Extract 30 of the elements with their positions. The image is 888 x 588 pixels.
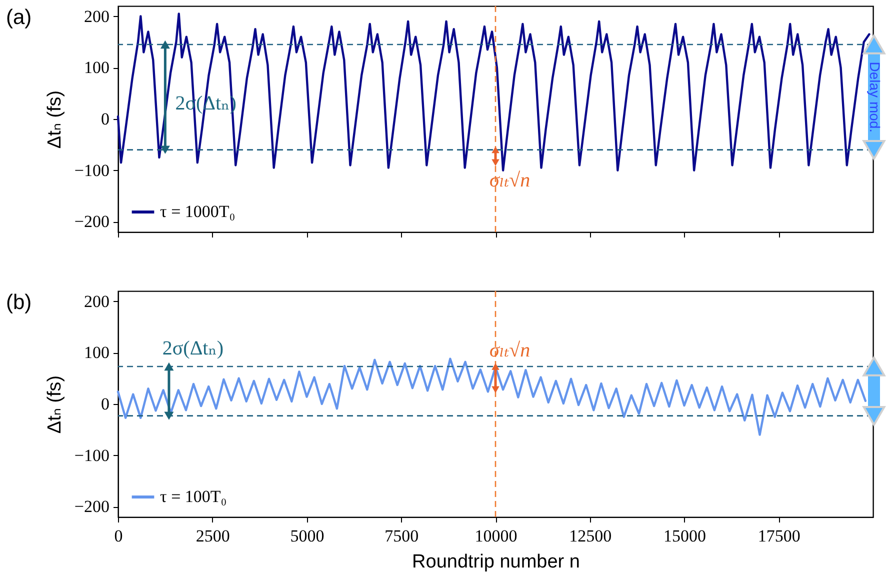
y-axis-title: Δtₙ (fs) bbox=[44, 90, 66, 149]
x-tick-label: 5000 bbox=[290, 526, 324, 546]
x-tick-label: 2500 bbox=[196, 526, 230, 546]
y-tick-label: −100 bbox=[74, 160, 110, 180]
legend-label: τ = 100T₀ bbox=[160, 487, 227, 506]
y-tick-label: 200 bbox=[84, 6, 110, 26]
annotation: 2σ(Δtₙ) bbox=[162, 338, 224, 360]
x-tick-label: 0 bbox=[114, 526, 123, 546]
legend-label: τ = 1000T₀ bbox=[160, 202, 236, 221]
x-tick-label: 15000 bbox=[664, 526, 706, 546]
text: (a) bbox=[6, 6, 32, 29]
y-tick-label: 100 bbox=[84, 343, 110, 362]
y-tick-label: 0 bbox=[101, 394, 110, 414]
y-tick-label: −200 bbox=[74, 212, 110, 232]
line-series bbox=[116, 358, 867, 436]
x-tick-label: 7500 bbox=[384, 526, 419, 546]
x-axis-title: Roundtrip number n bbox=[412, 552, 580, 572]
y-tick-label: 100 bbox=[84, 58, 110, 78]
y-axis-title: Δtₙ (fs) bbox=[44, 375, 66, 434]
y-tick-label: −200 bbox=[74, 497, 110, 516]
text: (b) bbox=[6, 291, 32, 314]
y-tick-label: −100 bbox=[74, 446, 110, 465]
x-tick-label: 17500 bbox=[758, 526, 800, 546]
x-tick-label: 12500 bbox=[569, 526, 612, 546]
annotation: σₗₜ√n bbox=[490, 340, 530, 362]
x-tick-label: 10000 bbox=[474, 526, 518, 546]
annotation: σₗₜ√n bbox=[490, 170, 530, 192]
y-tick-label: 0 bbox=[101, 110, 110, 128]
y-tick-label: 200 bbox=[84, 292, 110, 311]
annotation: Delay mod. bbox=[867, 62, 883, 133]
